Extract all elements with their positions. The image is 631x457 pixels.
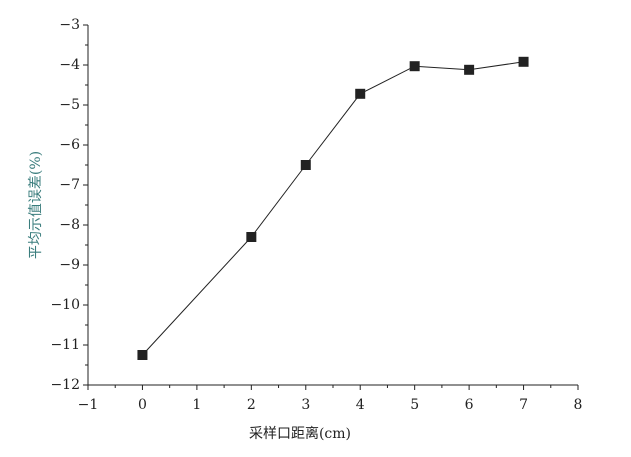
y-axis-label: 平均示值误差(%) xyxy=(28,151,44,259)
x-tick-label: −1 xyxy=(78,397,99,413)
point-marker xyxy=(355,88,366,99)
x-tick-label: 2 xyxy=(247,397,256,413)
x-tick-label: 1 xyxy=(192,397,201,413)
x-tick-label: 6 xyxy=(465,397,474,413)
y-tick-label: −4 xyxy=(59,57,80,73)
y-tick-label: −3 xyxy=(59,17,80,33)
y-tick-label: −10 xyxy=(50,297,80,313)
y-tick-label: −6 xyxy=(59,137,80,153)
point-marker xyxy=(300,160,311,170)
x-tick-label: 8 xyxy=(574,397,583,413)
y-tick-label: −9 xyxy=(59,257,80,273)
x-tick-label: 7 xyxy=(519,397,528,413)
point-marker xyxy=(137,350,148,360)
y-tick-label: −7 xyxy=(59,177,80,193)
x-tick-label: 3 xyxy=(301,397,310,413)
point-marker xyxy=(518,56,529,67)
point-marker xyxy=(246,232,257,242)
y-tick-label: −12 xyxy=(50,377,80,393)
y-tick-label: −11 xyxy=(50,337,80,353)
y-tick-label: −8 xyxy=(59,217,80,233)
series-line xyxy=(142,61,524,356)
point-marker xyxy=(409,61,420,72)
x-tick-label: 5 xyxy=(410,397,419,413)
point-marker xyxy=(464,64,475,75)
x-tick-label: 4 xyxy=(356,397,365,413)
x-axis-label: 采样口距离(cm) xyxy=(249,425,351,442)
y-tick-label: −5 xyxy=(59,97,80,113)
x-tick-label: 0 xyxy=(138,397,147,413)
